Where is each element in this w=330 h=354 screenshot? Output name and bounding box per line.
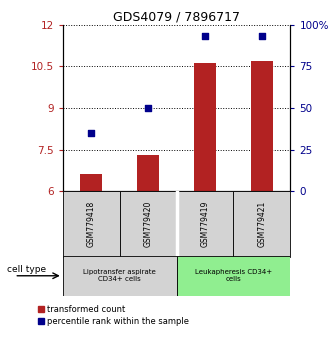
Title: GDS4079 / 7896717: GDS4079 / 7896717 (113, 11, 240, 24)
Point (88, 130, 94, 136)
Bar (80, 174, 102, 191)
Bar (194, 63, 216, 191)
Bar (63, 191, 119, 257)
Text: GSM779421: GSM779421 (257, 201, 266, 247)
Point (259, 34, 265, 39)
Bar (119, 191, 177, 257)
Text: GSM779419: GSM779419 (201, 201, 210, 247)
Bar (63, 256, 177, 296)
Text: cell type: cell type (7, 265, 46, 274)
Text: Lipotransfer aspirate
CD34+ cells: Lipotransfer aspirate CD34+ cells (83, 269, 156, 282)
Bar (177, 256, 290, 296)
Bar (137, 155, 159, 191)
Point (202, 34, 208, 39)
Text: Leukapheresis CD34+
cells: Leukapheresis CD34+ cells (195, 269, 272, 282)
Bar (251, 61, 273, 191)
Bar (177, 191, 233, 257)
Text: GSM779418: GSM779418 (87, 201, 96, 247)
Point (146, 105, 151, 111)
Legend: transformed count, percentile rank within the sample: transformed count, percentile rank withi… (37, 305, 189, 326)
Bar (234, 191, 290, 257)
Text: GSM779420: GSM779420 (144, 201, 152, 247)
